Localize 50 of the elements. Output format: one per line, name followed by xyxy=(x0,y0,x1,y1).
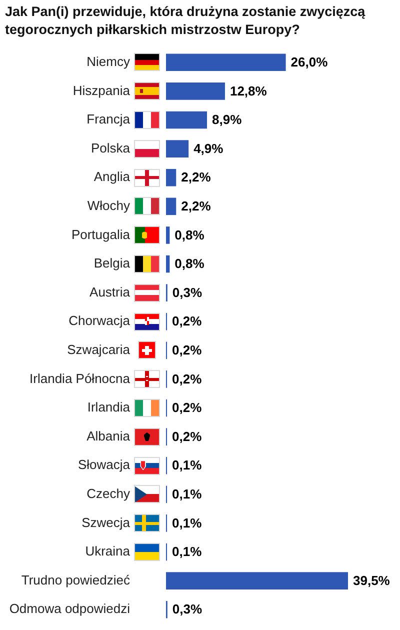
bar xyxy=(166,54,286,72)
y-tick-label: Anglia xyxy=(94,169,131,184)
data-label: 0,3% xyxy=(172,602,202,617)
bar xyxy=(166,198,176,216)
data-label: 0,2% xyxy=(172,342,202,358)
y-tick-label: Czechy xyxy=(86,486,130,501)
bar xyxy=(166,226,170,244)
y-tick-label: Trudno powiedzieć xyxy=(21,572,130,588)
y-tick-label: Chorwacja xyxy=(68,313,131,328)
data-label: 4,9% xyxy=(194,140,224,156)
y-tick-label: Belgia xyxy=(94,256,131,271)
data-label: 39,5% xyxy=(353,572,390,588)
y-tick-label: Hiszpania xyxy=(72,82,131,98)
y-tick-label: Irlandia Północna xyxy=(30,370,131,386)
data-label: 2,2% xyxy=(181,198,212,214)
bar xyxy=(166,572,348,590)
data-label: 12,8% xyxy=(230,83,268,98)
y-tick-label: Niemcy xyxy=(86,54,130,69)
chart-title: Jak Pan(i) przewiduje, która drużyna zostanie zwycięzcą tegorocznych piłkarskich mistrzostw Europy? xyxy=(5,3,366,39)
bar xyxy=(166,255,170,273)
bar xyxy=(166,111,208,129)
data-label: 0,2% xyxy=(172,428,202,444)
y-tick-label: Ukraina xyxy=(85,544,131,559)
data-label: 2,2% xyxy=(181,170,212,185)
y-tick-label: Portugalia xyxy=(71,226,131,242)
data-label: 0,8% xyxy=(174,227,205,242)
data-label: 0,1% xyxy=(172,515,202,530)
y-tick-label: Polska xyxy=(90,140,131,156)
y-tick-label: Austria xyxy=(90,284,131,300)
data-label: 0,2% xyxy=(172,400,202,416)
y-tick-label: Albania xyxy=(86,428,131,444)
y-tick-label: Włochy xyxy=(87,198,130,213)
data-label: 26,0% xyxy=(290,54,328,70)
data-label: 0,2% xyxy=(172,371,202,386)
y-tick-label: Szwecja xyxy=(82,514,131,530)
bar xyxy=(166,82,225,100)
data-label: 0,1% xyxy=(172,544,202,560)
data-label: 0,8% xyxy=(174,256,205,272)
data-label: 0,1% xyxy=(172,458,202,473)
y-tick-label: Słowacja xyxy=(78,457,131,472)
bar xyxy=(166,140,189,158)
y-tick-label: Irlandia xyxy=(87,400,131,415)
y-tick-label: Odmowa odpowiedzi xyxy=(9,601,130,616)
data-label: 0,2% xyxy=(172,314,202,329)
data-label: 8,9% xyxy=(212,112,242,128)
y-tick-label: Szwajcaria xyxy=(67,342,131,357)
y-tick-label: Francja xyxy=(86,112,131,127)
bar xyxy=(166,168,176,186)
data-label: 0,3% xyxy=(172,284,202,300)
data-label: 0,1% xyxy=(172,486,202,502)
